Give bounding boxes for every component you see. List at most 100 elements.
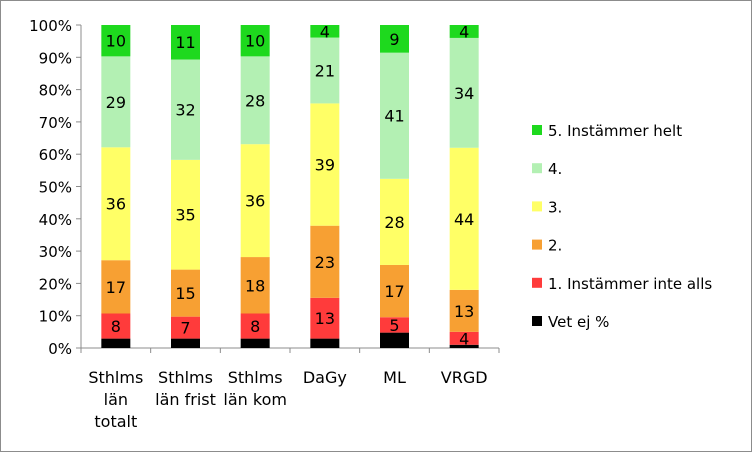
legend-label: 5. Instämmer helt: [548, 122, 682, 140]
bar-segment: [240, 313, 270, 339]
data-label: 44: [454, 210, 474, 229]
bar-segment: [171, 159, 200, 270]
x-tick-label: VRGD: [441, 368, 488, 387]
bar-segment: [380, 332, 409, 348]
bars: 8 17 36 29 10 7 15 35 32 11 8 18 36 28 10 13 23 39 21 4 5 17 2…: [101, 22, 479, 348]
legend-swatch: [532, 201, 542, 212]
legend-label: 3.: [548, 198, 562, 216]
bar-segment: [449, 331, 479, 345]
data-label: 13: [454, 302, 474, 321]
legend: 5. Instämmer helt 4. 3. 2. 1. Instämmer inte…: [532, 122, 712, 331]
bar-segment: [310, 225, 340, 298]
legend-swatch: [532, 163, 542, 174]
legend-swatch: [532, 239, 542, 250]
data-label: 4: [459, 22, 469, 41]
y-tick-label: 90%: [39, 49, 72, 67]
data-label: 17: [384, 282, 404, 301]
legend-swatch: [532, 316, 542, 326]
data-label: 15: [175, 284, 195, 303]
x-tick-label: DaGy: [303, 368, 347, 387]
y-tick-label: 100%: [29, 17, 72, 35]
data-label: 17: [106, 278, 126, 297]
data-label: 10: [245, 32, 265, 51]
bar-segment: [380, 52, 409, 179]
data-label: 8: [250, 317, 260, 336]
y-tick-label: 10%: [39, 308, 72, 326]
data-label: 28: [245, 91, 265, 110]
bar-segment: [449, 344, 479, 348]
bar-segment: [310, 297, 340, 339]
y-tick-label: 70%: [39, 114, 72, 132]
y-tick-label: 0%: [48, 340, 72, 358]
legend-label: 4.: [548, 160, 562, 178]
data-label: 10: [106, 32, 126, 51]
bar-segment: [171, 25, 200, 60]
bar-segment: [240, 338, 270, 348]
data-label: 4: [459, 329, 469, 348]
data-label: 36: [106, 195, 126, 214]
y-axis: 0% 10% 20% 30% 40% 50% 60% 70% 80% 90% 100%: [29, 17, 82, 358]
bar-segment: [449, 147, 479, 290]
data-label: 41: [384, 107, 404, 126]
bar-segment: [449, 37, 479, 148]
bar-segment: [310, 103, 340, 226]
data-label: 23: [315, 253, 335, 272]
bar-segment: [449, 25, 479, 38]
legend-label: 1. Instämmer inte alls: [548, 275, 712, 293]
bar-segment: [101, 56, 131, 148]
data-label: 9: [389, 30, 399, 49]
bar-segment: [101, 260, 131, 314]
legend-swatch: [532, 125, 542, 135]
x-tick-label: ML: [383, 368, 406, 387]
data-label: 18: [245, 276, 265, 295]
data-label: 34: [454, 84, 474, 103]
y-tick-label: 80%: [39, 82, 72, 100]
y-tick-label: 20%: [39, 275, 72, 293]
bar-segment: [380, 264, 409, 318]
y-tick-label: 50%: [39, 179, 72, 197]
bar-segment: [101, 338, 131, 348]
data-label: 8: [111, 317, 121, 336]
bar-segment: [380, 317, 409, 333]
bar-segment: [240, 25, 270, 57]
data-label: 4: [320, 22, 330, 41]
bar-segment: [380, 178, 409, 265]
bar-segment: [171, 316, 200, 339]
bar-segment: [240, 144, 270, 258]
bar-segment: [240, 257, 270, 314]
bar-segment: [240, 56, 270, 145]
data-label: 36: [245, 192, 265, 211]
x-tick-label: Sthlms län kom: [223, 368, 287, 409]
data-label: 7: [180, 319, 190, 338]
data-label: 39: [315, 156, 335, 175]
data-label: 28: [384, 213, 404, 232]
bar-segment: [171, 269, 200, 317]
data-label: 29: [106, 93, 126, 112]
data-label: 11: [175, 33, 195, 52]
y-tick-label: 30%: [39, 243, 72, 261]
bar-segment: [310, 338, 340, 348]
legend-label: Vet ej %: [548, 313, 609, 331]
bar-segment: [101, 147, 131, 261]
legend-swatch: [532, 277, 542, 288]
bar-segment: [449, 289, 479, 332]
x-tick-label: Sthlms län frist: [155, 368, 216, 409]
y-tick-label: 40%: [39, 211, 72, 229]
data-label: 35: [175, 206, 195, 225]
data-label: 13: [315, 309, 335, 328]
x-tick-label: Sthlms län totalt: [88, 368, 143, 431]
bar-segment: [380, 25, 409, 53]
y-tick-label: 60%: [39, 146, 72, 164]
bar-segment: [310, 25, 340, 38]
data-label: 32: [175, 101, 195, 120]
bar-segment: [171, 338, 200, 348]
data-label: 21: [315, 61, 335, 80]
legend-label: 2.: [548, 237, 562, 255]
bar-segment: [101, 313, 131, 339]
data-label: 5: [389, 316, 399, 335]
bar-segment: [171, 59, 200, 160]
bar-segment: [310, 37, 340, 104]
